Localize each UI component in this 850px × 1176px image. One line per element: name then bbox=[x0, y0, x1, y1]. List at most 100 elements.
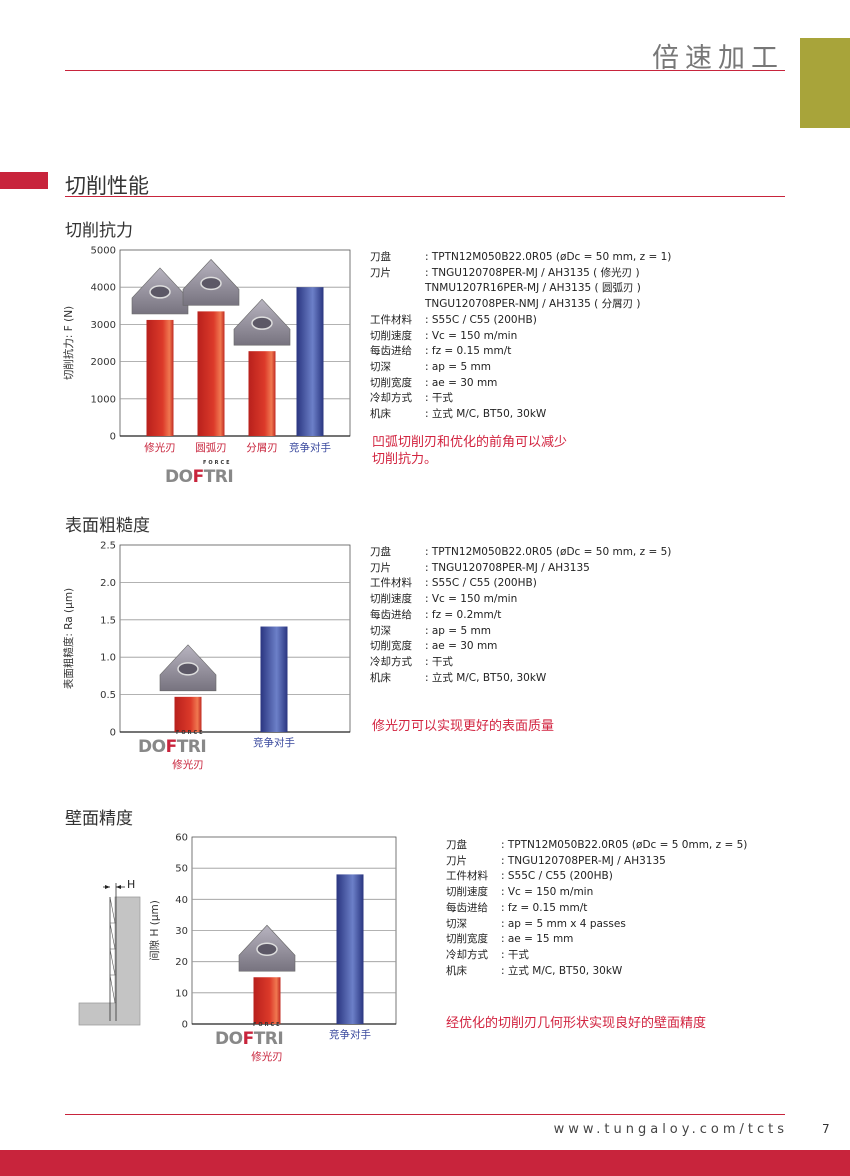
y-tick-label: 30 bbox=[175, 926, 188, 937]
doftri-logo: DOFTRI FORCE bbox=[165, 460, 234, 487]
condition-row: 每齿进给: fz = 0.2mm/t bbox=[370, 608, 671, 624]
condition-label: 刀盘 bbox=[446, 839, 467, 851]
condition-label: 冷却方式 bbox=[370, 655, 412, 668]
condition-row: TNMU1207R16PER-MJ / AH3135 ( 圆弧刃 ) bbox=[370, 281, 671, 297]
surface-roughness-title: 表面粗糙度 bbox=[65, 516, 150, 536]
insert-hole bbox=[177, 662, 199, 676]
conclusion-line: 凹弧切削刃和优化的前角可以减少 bbox=[372, 435, 568, 450]
condition-value: : fz = 0.15 mm/t bbox=[501, 901, 588, 914]
condition-row: 刀盘: TPTN12M050B22.0R05 (øDc = 5 0mm, z =… bbox=[446, 838, 747, 854]
bar-2 bbox=[197, 311, 225, 436]
condition-label: 每齿进给 bbox=[446, 901, 488, 914]
condition-label: 切削速度 bbox=[446, 886, 488, 899]
condition-label: 切深 bbox=[370, 360, 391, 373]
section-color-tab bbox=[800, 38, 850, 128]
condition-value: : 干式 bbox=[501, 948, 529, 961]
y-tick-label: 0 bbox=[110, 728, 116, 739]
condition-label: 切深 bbox=[446, 917, 467, 930]
category-label: 圆弧刃 bbox=[195, 441, 227, 454]
condition-row: 切削速度: Vc = 150 m/min bbox=[370, 329, 671, 345]
condition-row: 刀盘: TPTN12M050B22.0R05 (øDc = 50 mm, z =… bbox=[370, 545, 671, 561]
condition-value: : S55C / C55 (200HB) bbox=[501, 870, 613, 883]
condition-label: 机床 bbox=[370, 671, 391, 684]
surface-roughness-conclusion: 修光刃可以实现更好的表面质量 bbox=[372, 718, 554, 735]
doftri-logo: DOFTRI FORCE bbox=[138, 730, 207, 757]
condition-row: 每齿进给 : fz = 0.15 mm/t bbox=[446, 901, 747, 917]
category-label: 竞争对手 bbox=[289, 441, 331, 454]
gap-h-label: H bbox=[127, 878, 135, 891]
doftri-logo: DOFTRI FORCE bbox=[215, 1022, 284, 1049]
condition-value: TNMU1207R16PER-MJ / AH3135 ( 圆弧刃 ) bbox=[425, 282, 641, 295]
condition-label: 切削宽度 bbox=[370, 640, 412, 653]
cutting-force-conditions: 刀盘 : TPTN12M050B22.0R05 (øDc = 50 mm, z =… bbox=[370, 250, 671, 423]
condition-row: TNGU120708PER-NMJ / AH3135 ( 分屑刃 ) bbox=[370, 297, 671, 313]
category-label: 竞争对手 bbox=[329, 1028, 371, 1041]
header-divider bbox=[65, 70, 785, 71]
section-title: 切削性能 bbox=[65, 174, 149, 198]
insert-image bbox=[238, 924, 296, 972]
y-tick-label: 2.5 bbox=[100, 541, 116, 552]
conclusion-line: 修光刃可以实现更好的表面质量 bbox=[372, 719, 555, 734]
condition-row: 刀盘 : TPTN12M050B22.0R05 (øDc = 50 mm, z =… bbox=[370, 250, 671, 266]
condition-value: : 干式 bbox=[425, 655, 453, 668]
condition-row: 冷却方式: 干式 bbox=[370, 391, 671, 407]
y-tick-label: 0 bbox=[110, 432, 116, 443]
condition-value: : fz = 0.2mm/t bbox=[425, 608, 502, 621]
condition-value: : TPTN12M050B22.0R05 (øDc = 50 mm, z = 5… bbox=[425, 546, 672, 558]
condition-value: : 立式 M/C, BT50, 30kW bbox=[425, 408, 547, 421]
cutting-force-conclusion: 凹弧切削刃和优化的前角可以减少 切削抗力。 bbox=[372, 434, 567, 468]
condition-label: 工件材料 bbox=[370, 577, 412, 590]
y-tick-label: 1000 bbox=[91, 394, 116, 405]
section-marker bbox=[0, 172, 48, 189]
condition-row: 机床: 立式 M/C, BT50, 30kW bbox=[446, 964, 747, 980]
page-number: 7 bbox=[822, 1122, 830, 1136]
condition-value: : ap = 5 mm bbox=[425, 360, 491, 373]
condition-value: : TPTN12M050B22.0R05 (øDc = 50 mm, z = 1… bbox=[425, 251, 672, 263]
condition-row: 冷却方式 : 干式 bbox=[370, 655, 671, 671]
condition-value: : S55C / C55 (200HB) bbox=[425, 313, 537, 326]
bar-2 bbox=[260, 626, 288, 732]
condition-row: 切削速度: Vc = 150 m/min bbox=[446, 885, 747, 901]
bar-1 bbox=[253, 977, 281, 1024]
condition-row: 切削宽度: ae = 30 mm bbox=[370, 376, 671, 392]
condition-label: 刀片 bbox=[370, 561, 391, 574]
condition-label: 切削宽度 bbox=[370, 376, 412, 389]
condition-value: : fz = 0.15 mm/t bbox=[425, 345, 512, 358]
y-tick-label: 40 bbox=[175, 895, 188, 906]
y-axis-label: 切削抗力: F (N) bbox=[62, 306, 75, 380]
condition-row: 机床: 立式 M/C, BT50, 30kW bbox=[370, 671, 671, 687]
condition-value: : Vc = 150 m/min bbox=[425, 329, 518, 342]
y-tick-label: 1.5 bbox=[100, 615, 116, 626]
condition-value: TNGU120708PER-NMJ / AH3135 ( 分屑刃 ) bbox=[425, 298, 641, 311]
insert-image bbox=[233, 298, 291, 346]
condition-value: : ap = 5 mm bbox=[425, 624, 491, 637]
cutting-force-title: 切削抗力 bbox=[65, 221, 133, 241]
condition-label: 冷却方式 bbox=[370, 392, 412, 405]
condition-row: 切深: ap = 5 mm x 4 passes bbox=[446, 917, 747, 933]
condition-row: 切削宽度: ae = 15 mm bbox=[446, 932, 747, 948]
condition-row: 切深: ap = 5 mm bbox=[370, 624, 671, 640]
condition-label: 刀片 bbox=[370, 266, 391, 279]
bar-1 bbox=[146, 319, 174, 436]
condition-row: 刀片: TNGU120708PER-MJ / AH3135 bbox=[370, 561, 671, 577]
condition-value: : ae = 30 mm bbox=[425, 640, 498, 653]
condition-value: : TNGU120708PER-MJ / AH3135 bbox=[501, 854, 666, 867]
insert-image bbox=[159, 644, 217, 692]
condition-row: 工件材料: S55C / C55 (200HB) bbox=[446, 869, 747, 885]
y-tick-label: 60 bbox=[175, 833, 188, 844]
y-tick-label: 50 bbox=[175, 864, 188, 875]
footer-divider bbox=[65, 1114, 785, 1115]
y-tick-label: 1.0 bbox=[100, 653, 116, 664]
condition-label: 冷却方式 bbox=[446, 948, 488, 961]
bar-3 bbox=[248, 351, 276, 436]
wall-accuracy-conclusion: 经优化的切削刃几何形状实现良好的壁面精度 bbox=[446, 1015, 706, 1032]
condition-label: 机床 bbox=[446, 964, 467, 977]
wall-accuracy-title: 壁面精度 bbox=[65, 809, 133, 829]
condition-value: : S55C / C55 (200HB) bbox=[425, 577, 537, 590]
website-link[interactable]: www.tungaloy.com/tcts bbox=[553, 1122, 788, 1137]
y-tick-label: 2.0 bbox=[100, 578, 116, 589]
insert-hole bbox=[149, 285, 171, 299]
condition-label: 刀盘 bbox=[370, 251, 391, 263]
insert-hole bbox=[256, 942, 278, 956]
